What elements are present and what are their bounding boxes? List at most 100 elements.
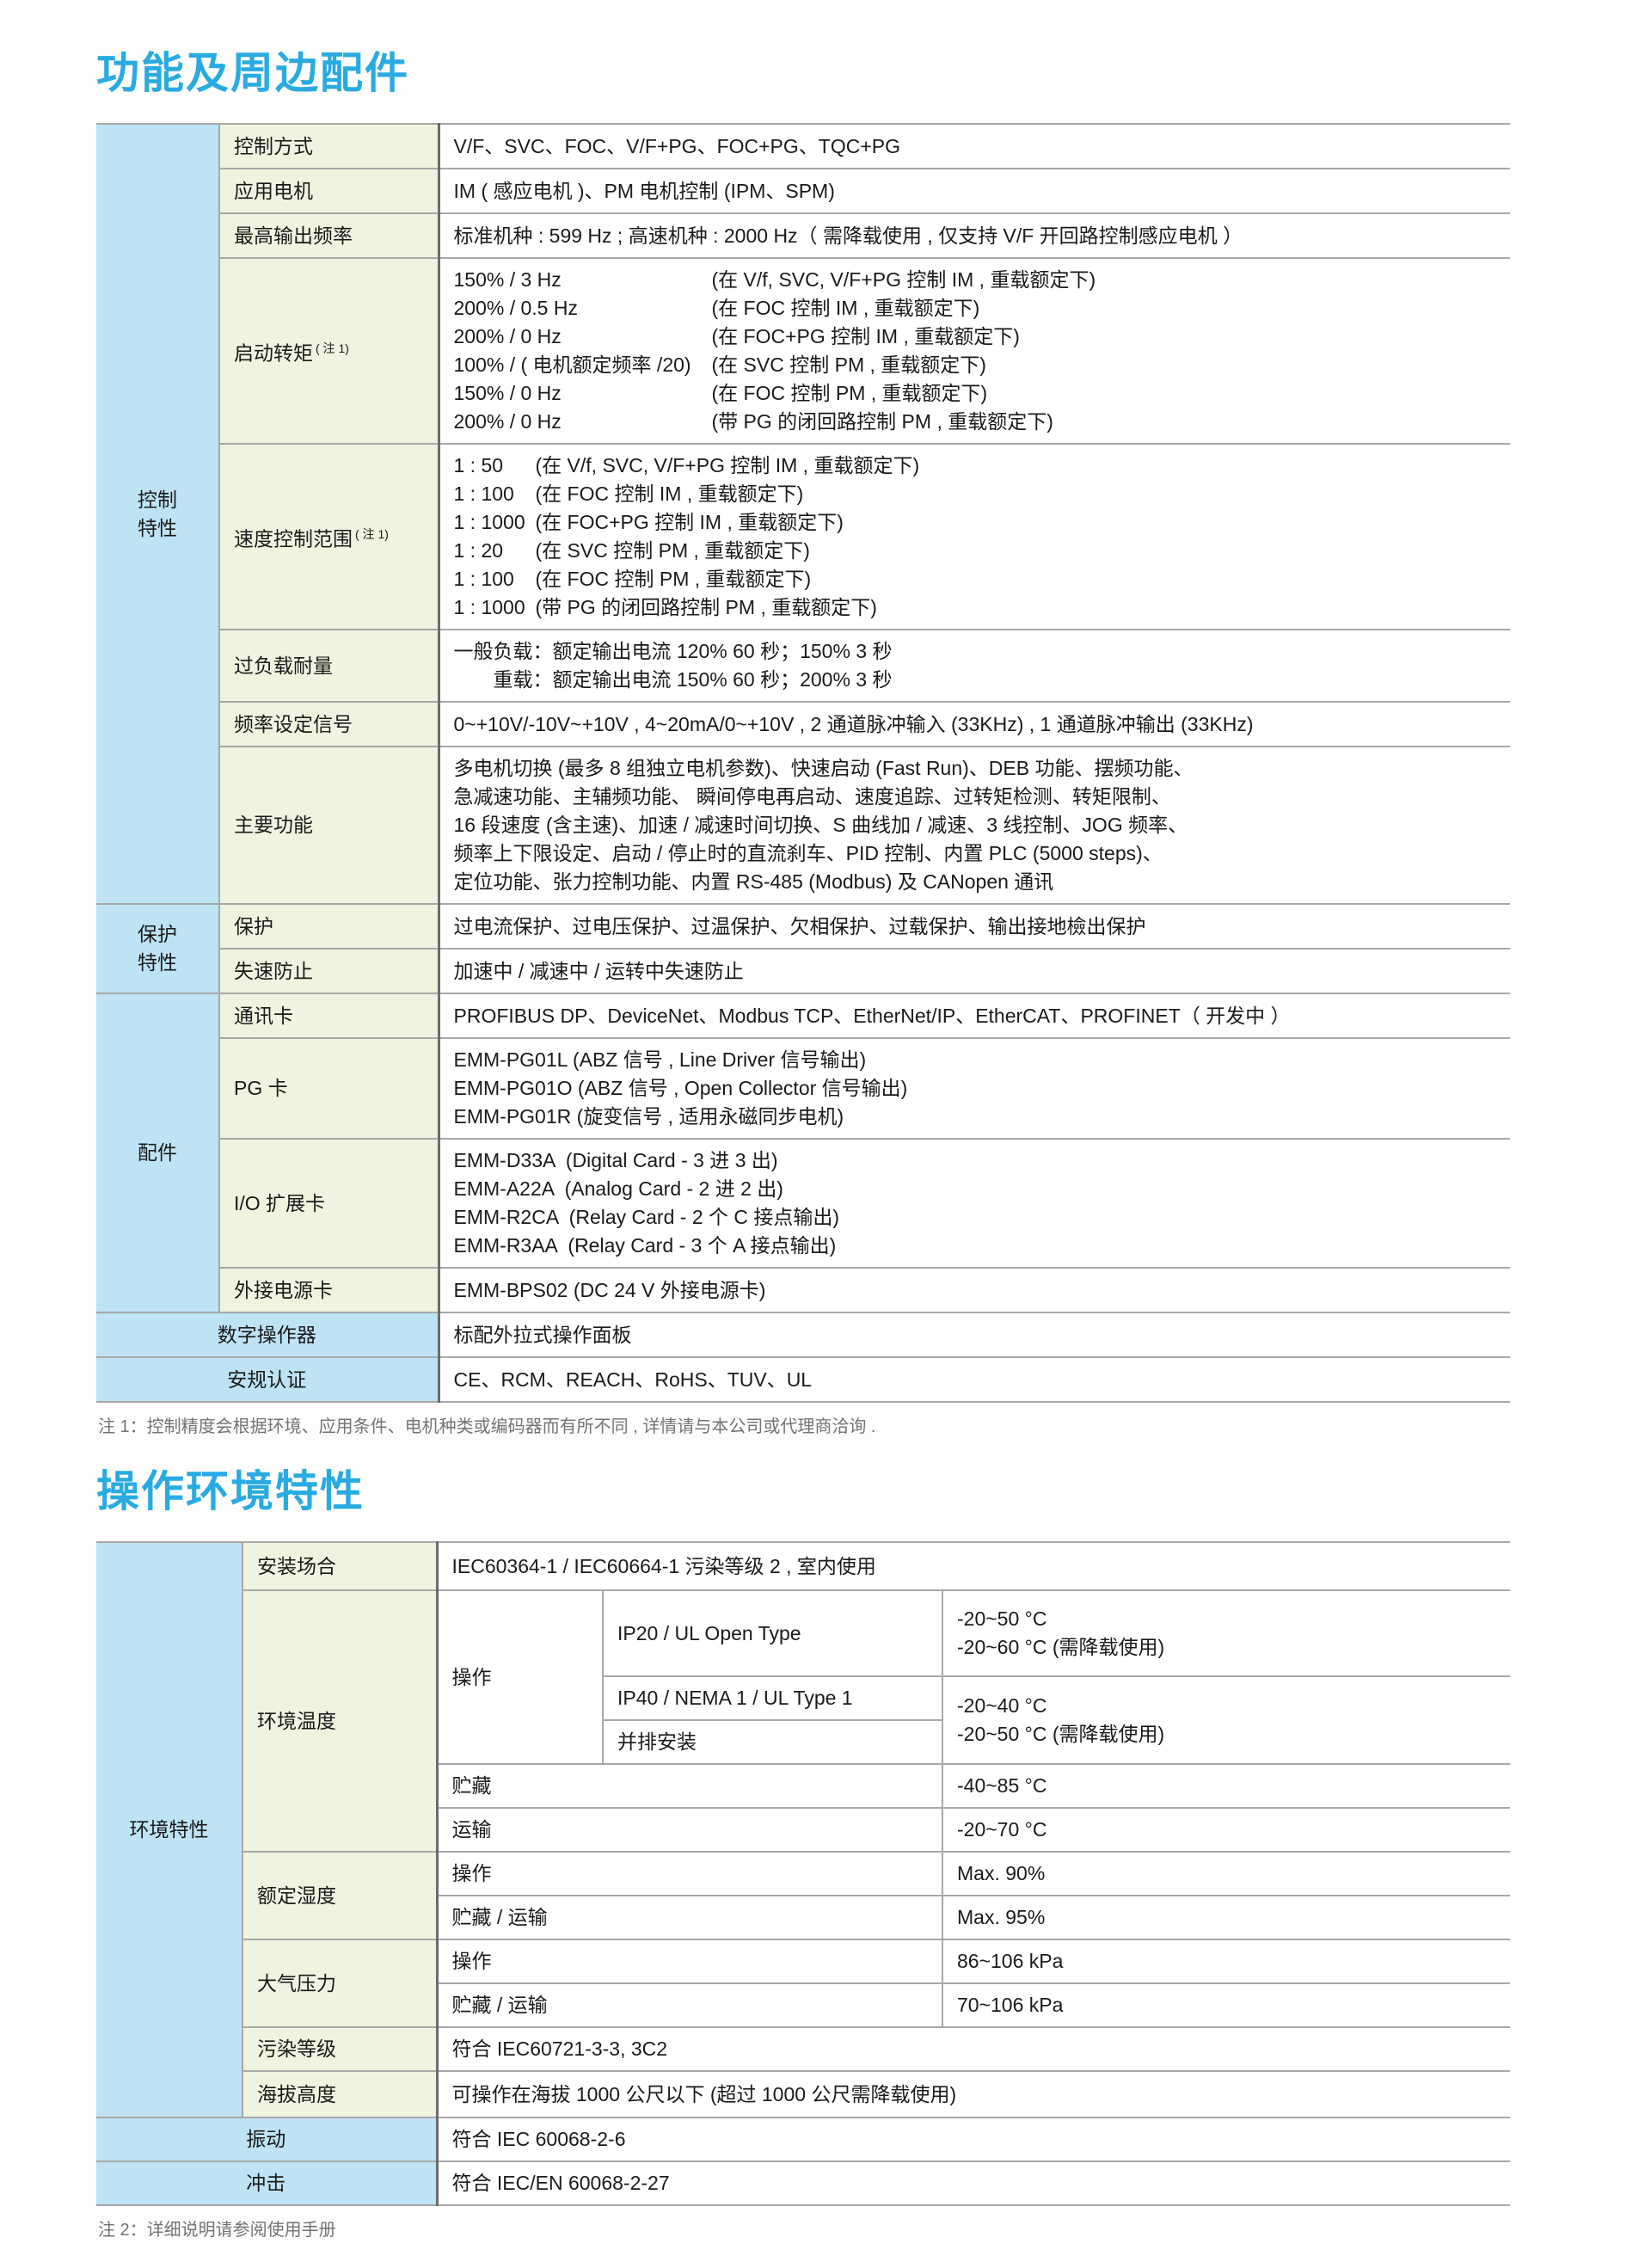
features-table-r15-wide-cell: 数字操作器 xyxy=(96,1312,440,1358)
environment-table-row-7: 额定湿度 操作 Max. 90% xyxy=(96,1851,1510,1940)
environment-table-r9-value-cell: 86~106 kPa xyxy=(942,1939,1510,1984)
features-table-row-8: 主要功能 多电机切换 (最多 8 组独立电机参数)、快速启动 (Fast Run)… xyxy=(96,746,1510,905)
environment-table-r2-sub-cell: IP20 / UL Open Type xyxy=(603,1589,943,1677)
environment-table-r9-sub-cell: 操作 xyxy=(437,1939,943,1984)
features-table-row-15: 数字操作器 标配外拉式操作面板 xyxy=(96,1312,1510,1358)
environment-table-r10-value-cell: 70~106 kPa xyxy=(942,1982,1510,2028)
environment-table-row-3: IP40 / NEMA 1 / UL Type 1 -20~40 °C -20~50… xyxy=(96,1675,1510,1765)
features-table-r14-label-cell: 外接电源卡 xyxy=(219,1267,440,1313)
features-table-r4-label-cell: 启动转矩( 注 1) xyxy=(219,257,440,445)
environment-table-r13-wide-cell: 振动 xyxy=(96,2117,439,2162)
environment-table-row-14: 冲击 符合 IEC/EN 60068-2-27 xyxy=(96,2160,1510,2206)
features-table: 控制 特性 控制方式 V/F、SVC、FOC、V/F+PG、FOC+PG、TQC+P… xyxy=(96,123,1510,1403)
environment-table-r7-value-cell: Max. 90% xyxy=(942,1851,1510,1896)
environment-table-r4-sub-cell: 并排安装 xyxy=(603,1719,943,1765)
features-table-row-10: 失速防止 加速中 / 减速中 / 运转中失速防止 xyxy=(96,948,1510,994)
environment-table-r2-sub-cell: 操作 xyxy=(437,1589,604,1765)
environment-table-r1-group-cell: 环境特性 xyxy=(96,1541,243,2118)
environment-table-r14-value-cell: 符合 IEC/EN 60068-2-27 xyxy=(437,2160,1510,2206)
section2-title: 操作环境特性 xyxy=(96,1467,365,1515)
environment-table-r6-value-cell: -20~70 °C xyxy=(942,1807,1510,1853)
features-table-row-12: PG 卡 EMM-PG01L (ABZ 信号 , Line Driver 信号输出… xyxy=(96,1037,1510,1140)
features-table-r6-value-cell: 一般负载：额定输出电流 120% 60 秒；150% 3 秒 重载：额定输出电流… xyxy=(439,629,1510,703)
environment-table-r8-sub-cell: 贮藏 / 运输 xyxy=(437,1895,943,1940)
environment-table-row-1: 环境特性 安装场合 IEC60364-1 / IEC60664-1 污染等级 2 ,… xyxy=(96,1541,1510,2118)
features-table-r2-label-cell: 应用电机 xyxy=(219,168,440,214)
features-table-r9-group-cell: 保护 特性 xyxy=(96,903,220,994)
features-table-row-16: 安规认证 CE、RCM、REACH、RoHS、TUV、UL xyxy=(96,1356,1510,1403)
environment-table-r3-value-cell: -20~40 °C -20~50 °C (需降载使用) xyxy=(942,1675,1510,1765)
features-table-row-14: 外接电源卡 EMM-BPS02 (DC 24 V 外接电源卡) xyxy=(96,1267,1510,1313)
environment-table-r11-value-cell: 符合 IEC60721-3-3, 3C2 xyxy=(437,2026,1510,2072)
features-table-row-2: 应用电机 IM ( 感应电机 )、PM 电机控制 (IPM、SPM) xyxy=(96,168,1510,214)
environment-table-r2-label-cell: 环境温度 xyxy=(242,1589,439,1853)
environment-table-row-5: 贮藏 -40~85 °C xyxy=(96,1763,1510,1809)
features-table-r8-label-cell: 主要功能 xyxy=(219,746,440,905)
features-table-row-13: I/O 扩展卡 EMM-D33A (Digital Card - 3 进 3 出)… xyxy=(96,1138,1510,1269)
features-table-container: 控制 特性 控制方式 V/F、SVC、FOC、V/F+PG、FOC+PG、TQC+P… xyxy=(96,123,1510,1403)
features-table-r3-label-cell: 最高输出频率 xyxy=(219,212,440,259)
features-table-r13-label-cell: I/O 扩展卡 xyxy=(219,1138,440,1269)
environment-table-r9-label-cell: 大气压力 xyxy=(242,1939,439,2028)
features-table-r3-value-cell: 标准机种 : 599 Hz ; 高速机种 : 2000 Hz（ 需降载使用 , … xyxy=(439,212,1510,259)
features-table-r11-value-cell: PROFIBUS DP、DeviceNet、Modbus TCP、EtherNe… xyxy=(439,993,1510,1039)
environment-table-r7-label-cell: 额定湿度 xyxy=(242,1851,439,1940)
environment-table-r5-value-cell: -40~85 °C xyxy=(942,1763,1510,1809)
environment-table-r12-value-cell: 可操作在海拔 1000 公尺以下 (超过 1000 公尺需降载使用) xyxy=(437,2070,1510,2118)
features-table-r10-value-cell: 加速中 / 减速中 / 运转中失速防止 xyxy=(439,948,1510,994)
features-table-r12-value-cell: EMM-PG01L (ABZ 信号 , Line Driver 信号输出) EMM… xyxy=(439,1037,1510,1140)
features-table-row-9: 保护 特性 保护 过电流保护、过电压保护、过温保护、欠相保护、过载保护、输出接地檢出… xyxy=(96,903,1510,994)
features-table-r5-value-cell: 1 : 50 (在 V/f, SVC, V/F+PG 控制 IM , 重载额定下)… xyxy=(439,443,1510,630)
features-table-r9-label-cell: 保护 xyxy=(219,903,440,950)
environment-table-r11-label-cell: 污染等级 xyxy=(242,2026,439,2072)
environment-table-row-9: 大气压力 操作 86~106 kPa xyxy=(96,1939,1510,2028)
features-table-row-4: 启动转矩( 注 1) 150% / 3 Hz (在 V/f, SVC, V/F+PG… xyxy=(96,257,1510,445)
features-table-r6-label-cell: 过负载耐量 xyxy=(219,629,440,703)
features-table-row-5: 速度控制范围( 注 1) 1 : 50 (在 V/f, SVC, V/F+PG 控制… xyxy=(96,443,1510,630)
note-2: 注 2：详细说明请参阅使用手册 xyxy=(98,2221,336,2240)
features-table-r8-value-cell: 多电机切换 (最多 8 组独立电机参数)、快速启动 (Fast Run)、DEB… xyxy=(439,746,1510,905)
features-table-r10-label-cell: 失速防止 xyxy=(219,948,440,994)
environment-table-r12-label-cell: 海拔高度 xyxy=(242,2070,439,2118)
environment-table-r3-sub-cell: IP40 / NEMA 1 / UL Type 1 xyxy=(603,1675,943,1721)
environment-table-r7-sub-cell: 操作 xyxy=(437,1851,943,1896)
features-table-r16-value-cell: CE、RCM、REACH、RoHS、TUV、UL xyxy=(439,1356,1510,1403)
features-table-r11-label-cell: 通讯卡 xyxy=(219,993,440,1039)
environment-table: 环境特性 安装场合 IEC60364-1 / IEC60664-1 污染等级 2 ,… xyxy=(96,1541,1510,2206)
environment-table-row-11: 污染等级 符合 IEC60721-3-3, 3C2 xyxy=(96,2026,1510,2072)
features-table-r13-value-cell: EMM-D33A (Digital Card - 3 进 3 出) EMM-A22… xyxy=(439,1138,1510,1269)
note-1: 注 1：控制精度会根据环境、应用条件、电机种类或编码器而有所不同 , 详情请与本… xyxy=(98,1417,876,1436)
features-table-r16-wide-cell: 安规认证 xyxy=(96,1356,440,1403)
environment-table-r14-wide-cell: 冲击 xyxy=(96,2160,439,2206)
features-table-r1-group-cell: 控制 特性 xyxy=(96,123,220,905)
environment-table-r13-value-cell: 符合 IEC 60068-2-6 xyxy=(437,2117,1510,2162)
features-table-r7-value-cell: 0~+10V/-10V~+10V , 4~20mA/0~+10V , 2 通道脉… xyxy=(439,701,1510,747)
environment-table-row-2: 环境温度 操作 IP20 / UL Open Type -20~50 °C -20~60… xyxy=(96,1589,1510,1853)
features-table-r2-value-cell: IM ( 感应电机 )、PM 电机控制 (IPM、SPM) xyxy=(439,168,1510,214)
environment-table-row-10: 贮藏 / 运输 70~106 kPa xyxy=(96,1982,1510,2028)
features-table-r15-value-cell: 标配外拉式操作面板 xyxy=(439,1312,1510,1358)
section1-title: 功能及周边配件 xyxy=(96,49,409,97)
environment-table-r1-value-cell: IEC60364-1 / IEC60664-1 污染等级 2 , 室内使用 xyxy=(437,1541,1510,1591)
features-table-r11-group-cell: 配件 xyxy=(96,993,220,1313)
features-table-r12-label-cell: PG 卡 xyxy=(219,1037,440,1140)
environment-table-row-6: 运输 -20~70 °C xyxy=(96,1807,1510,1853)
environment-table-r6-sub-cell: 运输 xyxy=(437,1807,943,1853)
features-table-r9-value-cell: 过电流保护、过电压保护、过温保护、欠相保护、过载保护、输出接地檢出保护 xyxy=(439,903,1510,950)
features-table-row-3: 最高输出频率 标准机种 : 599 Hz ; 高速机种 : 2000 Hz（ 需降… xyxy=(96,212,1510,259)
features-table-r1-label-cell: 控制方式 xyxy=(219,123,440,169)
features-table-r4-value-cell: 150% / 3 Hz (在 V/f, SVC, V/F+PG 控制 IM , 重… xyxy=(439,257,1510,445)
environment-table-row-12: 海拔高度 可操作在海拔 1000 公尺以下 (超过 1000 公尺需降载使用) xyxy=(96,2070,1510,2118)
features-table-row-6: 过负载耐量 一般负载：额定输出电流 120% 60 秒；150% 3 秒 重载：额… xyxy=(96,629,1510,703)
environment-table-r8-value-cell: Max. 95% xyxy=(942,1895,1510,1940)
environment-table-row-8: 贮藏 / 运输 Max. 95% xyxy=(96,1895,1510,1940)
features-table-r7-label-cell: 频率设定信号 xyxy=(219,701,440,747)
environment-table-r1-label-cell: 安装场合 xyxy=(242,1541,439,1591)
features-table-r5-label-cell: 速度控制范围( 注 1) xyxy=(219,443,440,630)
features-table-row-7: 频率设定信号 0~+10V/-10V~+10V , 4~20mA/0~+10V ,… xyxy=(96,701,1510,747)
environment-table-row-4: 并排安装 xyxy=(96,1719,1510,1765)
environment-table-container: 环境特性 安装场合 IEC60364-1 / IEC60664-1 污染等级 2 ,… xyxy=(96,1541,1510,2206)
environment-table-r2-value-cell: -20~50 °C -20~60 °C (需降载使用) xyxy=(942,1589,1510,1677)
features-table-r14-value-cell: EMM-BPS02 (DC 24 V 外接电源卡) xyxy=(439,1267,1510,1313)
